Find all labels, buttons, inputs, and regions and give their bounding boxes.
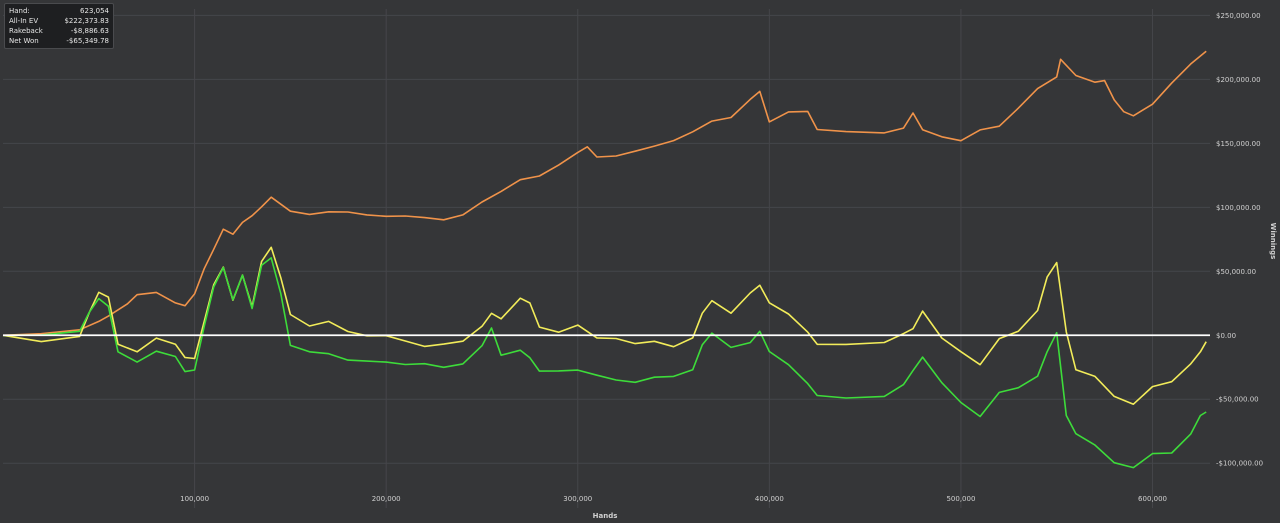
allin-ev-label: All-In EV <box>9 17 39 25</box>
series-lines <box>2 50 1207 469</box>
rakeback-value: -$8,886.63 <box>70 27 109 35</box>
rakeback-label: Rakeback <box>9 27 43 35</box>
x-tick-label: 300,000 <box>563 495 592 503</box>
grid-lines <box>3 9 1210 508</box>
y-tick-label: $200,000.00 <box>1216 76 1261 84</box>
y-tick-label: $100,000.00 <box>1216 204 1261 212</box>
x-tick-label: 400,000 <box>755 495 784 503</box>
info-row-allin-ev: All-In EV $222,373.83 <box>9 16 109 26</box>
info-row-rakeback: Rakeback -$8,886.63 <box>9 26 109 36</box>
info-row-net-won: Net Won -$65,349.78 <box>9 36 109 46</box>
info-row-hand: Hand: 623,054 <box>9 6 109 16</box>
y-tick-label: -$50,000.00 <box>1216 396 1259 404</box>
y-tick-label: $50,000.00 <box>1216 268 1256 276</box>
y-axis-label: Winnings <box>1269 223 1277 260</box>
net-won-label: Net Won <box>9 37 39 45</box>
y-tick-label: $150,000.00 <box>1216 140 1261 148</box>
x-axis-label: Hands <box>593 512 618 520</box>
x-tick-label: 100,000 <box>180 495 209 503</box>
hand-label: Hand: <box>9 7 30 15</box>
y-tick-label: $0.00 <box>1216 332 1236 340</box>
hand-value: 623,054 <box>80 7 109 15</box>
summary-info-panel: Hand: 623,054 All-In EV $222,373.83 Rake… <box>4 3 114 49</box>
y-axis-tick-labels: $250,000.00 $200,000.00 $150,000.00 $100,00… <box>1216 12 1263 468</box>
x-tick-label: 200,000 <box>372 495 401 503</box>
allin-ev-value: $222,373.83 <box>64 17 109 25</box>
y-tick-label: -$100,000.00 <box>1216 460 1263 468</box>
x-axis-tick-labels: 100,000 200,000 300,000 400,000 500,000 600,0… <box>180 495 1167 503</box>
series-line-1 <box>2 50 1207 337</box>
y-tick-label: $250,000.00 <box>1216 12 1261 20</box>
net-won-value: -$65,349.78 <box>66 37 109 45</box>
x-tick-label: 500,000 <box>946 495 975 503</box>
series-line-3 <box>2 257 1207 469</box>
x-tick-label: 600,000 <box>1138 495 1167 503</box>
